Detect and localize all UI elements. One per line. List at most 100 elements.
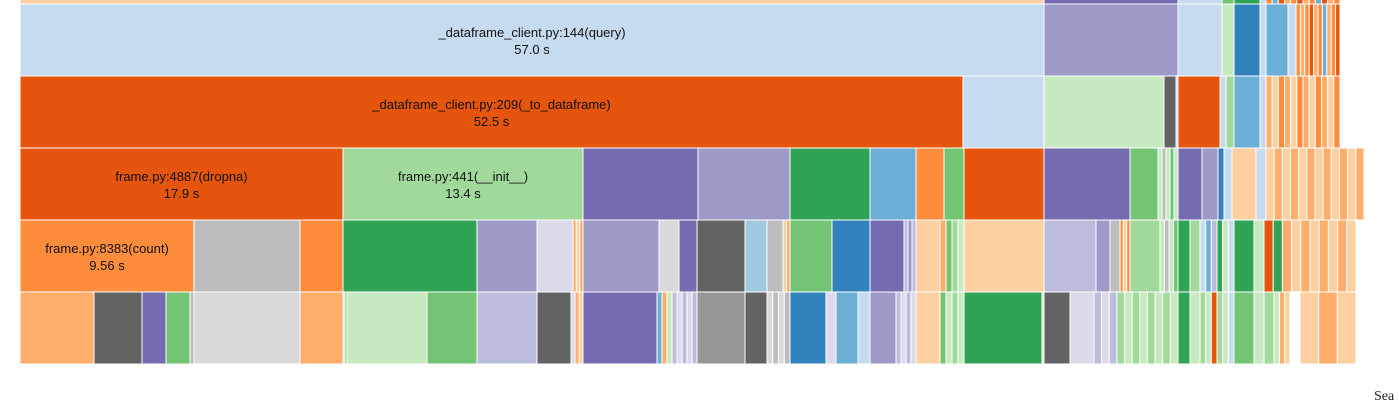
thin-frame[interactable] (1264, 220, 1273, 292)
thin-frame[interactable] (1273, 220, 1282, 292)
frame-row4[interactable] (767, 220, 783, 292)
node-count[interactable] (20, 220, 194, 292)
frame-row4[interactable] (1130, 220, 1160, 292)
frame-row3[interactable] (1224, 148, 1232, 220)
thin-frame[interactable] (1266, 76, 1272, 148)
thin-frame[interactable] (1274, 148, 1282, 220)
frame-row4[interactable] (659, 220, 679, 292)
node-init[interactable] (343, 148, 583, 220)
node-dropna[interactable] (20, 148, 343, 220)
thin-frame[interactable] (1305, 4, 1309, 76)
thin-frame[interactable] (1309, 4, 1313, 76)
thin-frame[interactable] (1206, 292, 1212, 364)
frame-row5[interactable] (1044, 292, 1070, 364)
frame-row1[interactable] (1178, 4, 1222, 76)
node-to-dataframe[interactable] (20, 76, 963, 148)
thin-frame[interactable] (783, 220, 787, 292)
thin-frame[interactable] (1322, 76, 1328, 148)
frame-row5[interactable] (964, 292, 1042, 364)
thin-frame[interactable] (1300, 4, 1304, 76)
frame-row5[interactable] (300, 292, 343, 364)
thin-frame[interactable] (904, 220, 908, 292)
thin-frame[interactable] (1297, 76, 1303, 148)
thin-frame[interactable] (1336, 4, 1340, 76)
frame-row4[interactable] (300, 220, 343, 292)
frame-row2[interactable] (1234, 76, 1260, 148)
frame-row4[interactable] (343, 220, 477, 292)
frame-row3[interactable] (583, 148, 698, 220)
frame-row5[interactable] (427, 292, 477, 364)
thin-frame[interactable] (896, 292, 901, 364)
frame-row2[interactable] (1178, 76, 1220, 148)
frame-row5[interactable] (1178, 292, 1190, 364)
thin-frame[interactable] (1169, 220, 1174, 292)
thin-frame[interactable] (573, 220, 576, 292)
thin-frame[interactable] (1347, 220, 1356, 292)
frame-row5[interactable] (1234, 292, 1254, 364)
thin-frame[interactable] (1125, 292, 1133, 364)
frame-row4[interactable] (697, 220, 745, 292)
thin-frame[interactable] (1315, 148, 1323, 220)
thin-frame[interactable] (773, 292, 779, 364)
thin-frame[interactable] (1314, 4, 1318, 76)
frame-row3[interactable] (1232, 148, 1256, 220)
frame-row5[interactable] (194, 292, 300, 364)
thin-frame[interactable] (946, 220, 952, 292)
thin-frame[interactable] (1117, 292, 1125, 364)
thin-frame[interactable] (940, 292, 946, 364)
thin-frame[interactable] (1318, 4, 1322, 76)
frame-row5[interactable] (870, 292, 896, 364)
frame-row4[interactable] (1044, 220, 1096, 292)
thin-frame[interactable] (657, 292, 662, 364)
frame-row4[interactable] (1178, 220, 1190, 292)
frame-row2[interactable] (963, 76, 1044, 148)
thin-frame[interactable] (901, 292, 906, 364)
frame-row3[interactable] (870, 148, 916, 220)
thin-frame[interactable] (1211, 220, 1217, 292)
frame-row5[interactable] (826, 292, 836, 364)
thin-frame[interactable] (1327, 4, 1331, 76)
thin-frame[interactable] (952, 220, 958, 292)
thin-frame[interactable] (1109, 292, 1117, 364)
thin-frame[interactable] (1174, 220, 1179, 292)
thin-frame[interactable] (1102, 292, 1110, 364)
frame-row1[interactable] (1260, 4, 1266, 76)
thin-frame[interactable] (1296, 4, 1300, 76)
thin-frame[interactable] (1279, 292, 1284, 364)
thin-frame[interactable] (1309, 76, 1315, 148)
frame-row5[interactable] (190, 292, 194, 364)
thin-frame[interactable] (940, 220, 946, 292)
frame-row4[interactable] (1190, 220, 1200, 292)
thin-frame[interactable] (579, 292, 583, 364)
thin-frame[interactable] (1301, 220, 1310, 292)
thin-frame[interactable] (1348, 148, 1356, 220)
thin-frame[interactable] (1307, 148, 1315, 220)
thin-frame[interactable] (1094, 292, 1102, 364)
frame-row5[interactable] (94, 292, 142, 364)
frame-row3[interactable] (1178, 148, 1202, 220)
frame-row4[interactable] (477, 220, 537, 292)
frame-row3[interactable] (1202, 148, 1218, 220)
frame-row3[interactable] (1130, 148, 1158, 220)
frame-row5[interactable] (1190, 292, 1200, 364)
thin-frame[interactable] (1299, 148, 1307, 220)
frame-row4[interactable] (916, 220, 940, 292)
frame-row3[interactable] (1044, 148, 1130, 220)
frame-row5[interactable] (583, 292, 657, 364)
frame-row4[interactable] (745, 220, 767, 292)
frame-row4[interactable] (679, 220, 697, 292)
frame-row4[interactable] (537, 220, 573, 292)
frame-row4[interactable] (583, 220, 659, 292)
thin-frame[interactable] (1140, 292, 1148, 364)
thin-frame[interactable] (1310, 220, 1319, 292)
thin-frame[interactable] (677, 292, 682, 364)
thin-frame[interactable] (1165, 220, 1170, 292)
frame-row5[interactable] (142, 292, 166, 364)
thin-frame[interactable] (1292, 220, 1301, 292)
thin-frame[interactable] (912, 220, 916, 292)
thin-frame[interactable] (779, 292, 785, 364)
thin-frame[interactable] (1211, 292, 1217, 364)
frame-row5[interactable] (347, 292, 427, 364)
thin-frame[interactable] (952, 292, 958, 364)
frame-row5[interactable] (790, 292, 826, 364)
